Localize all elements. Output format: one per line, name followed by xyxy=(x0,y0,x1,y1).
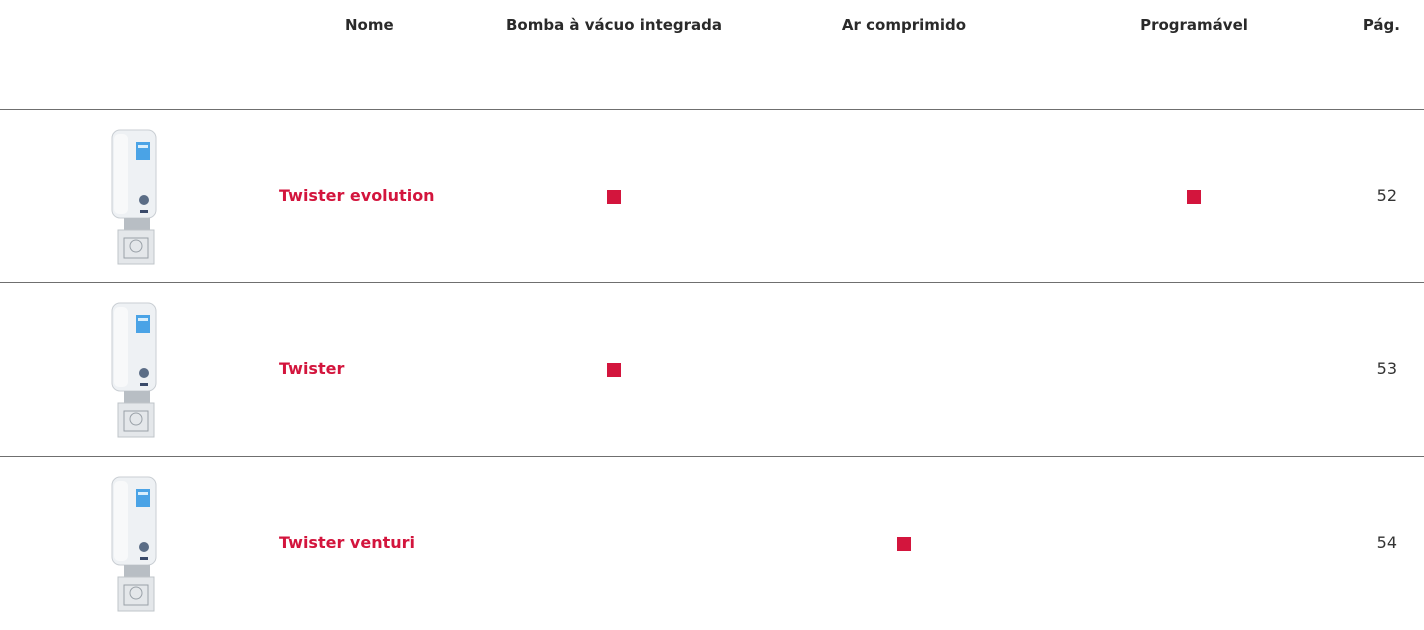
page-number: 53 xyxy=(1376,359,1397,378)
table-row: Twister evolution 52 xyxy=(0,110,1424,283)
feature-marker xyxy=(607,363,621,377)
product-image xyxy=(100,128,170,268)
product-image xyxy=(100,475,170,615)
product-name[interactable]: Twister venturi xyxy=(279,533,415,552)
column-header: Programável xyxy=(1140,16,1248,34)
column-header: Bomba à vácuo integrada xyxy=(505,16,723,34)
feature-marker xyxy=(897,537,911,551)
page-number: 52 xyxy=(1376,186,1397,205)
column-header: Pág. xyxy=(1362,16,1400,34)
column-header: Nome xyxy=(345,16,394,34)
divider xyxy=(0,456,1424,457)
divider xyxy=(0,282,1424,283)
feature-marker xyxy=(607,190,621,204)
page-number: 54 xyxy=(1376,533,1397,552)
table-row: Twister 53 xyxy=(0,283,1424,456)
product-image xyxy=(100,301,170,441)
divider xyxy=(0,109,1424,110)
column-header: Ar comprimido xyxy=(841,16,967,34)
product-name[interactable]: Twister evolution xyxy=(279,186,435,205)
product-name[interactable]: Twister xyxy=(279,359,345,378)
feature-marker xyxy=(1187,190,1201,204)
table-row: Twister venturi 54 xyxy=(0,457,1424,630)
